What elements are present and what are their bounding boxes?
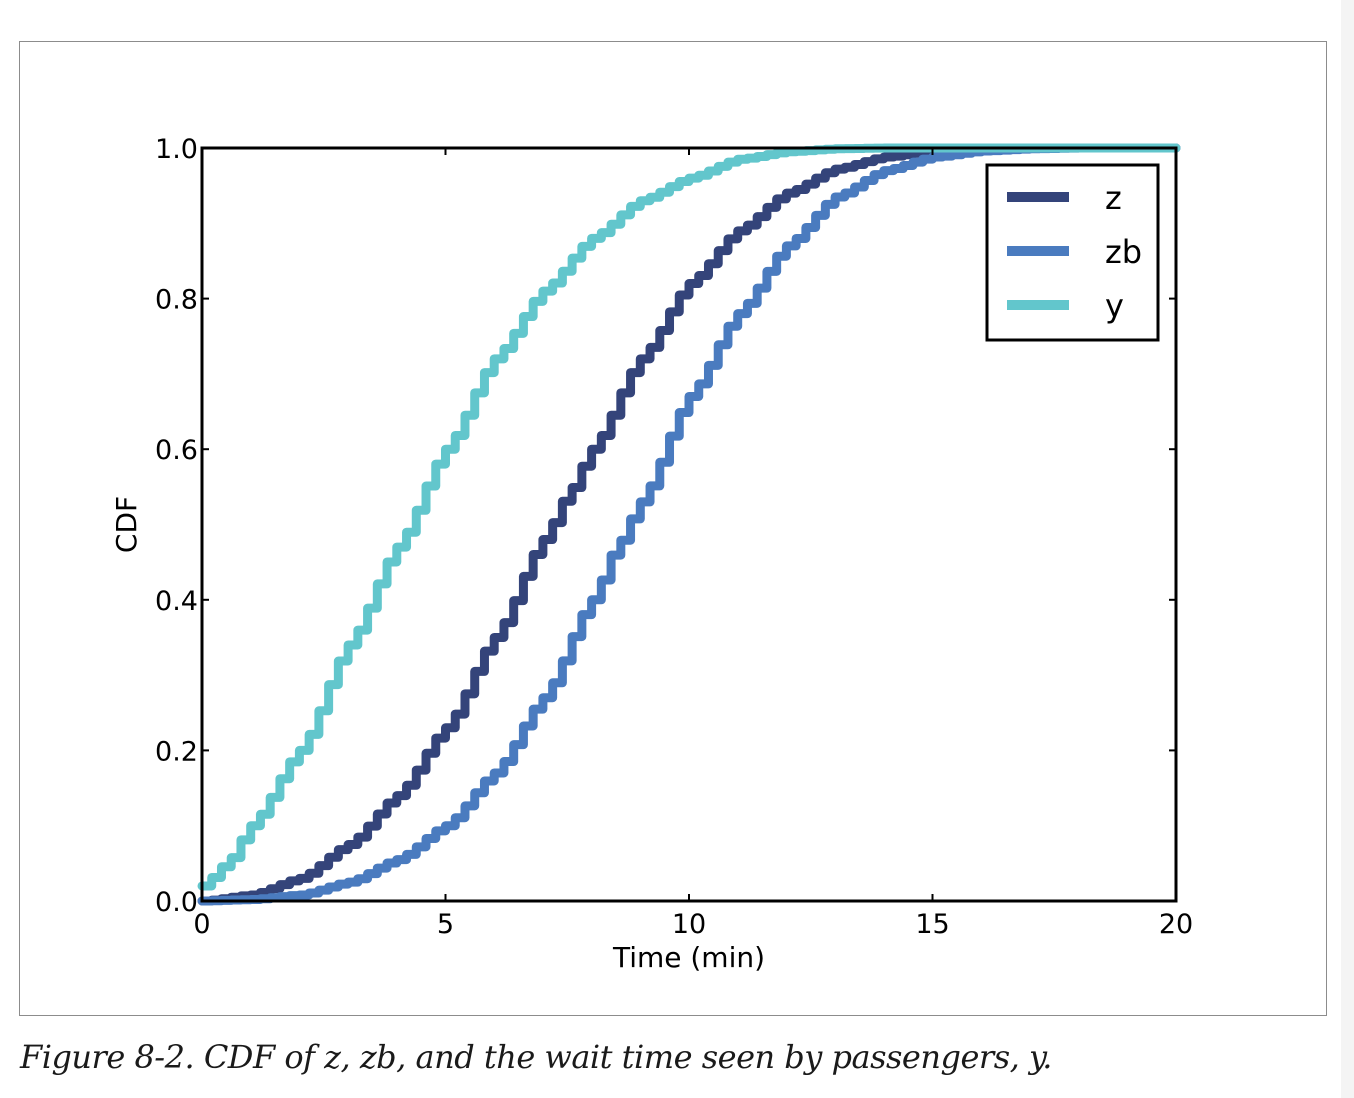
- y-tick-label: 0.6: [155, 435, 198, 466]
- x-tick-label: 10: [672, 909, 706, 940]
- y-tick-label: 0.2: [155, 736, 198, 767]
- y-tick-label: 0.8: [155, 285, 198, 316]
- legend-label-z: z: [1105, 179, 1122, 217]
- x-tick-label: 5: [437, 909, 454, 940]
- legend-label-y: y: [1105, 287, 1124, 325]
- y-axis-label: CDF: [110, 496, 143, 553]
- x-tick-label: 20: [1159, 909, 1193, 940]
- x-tick-label: 15: [915, 909, 949, 940]
- page-edge-strip: [1341, 0, 1354, 1098]
- y-tick-label: 0.0: [155, 887, 198, 918]
- y-tick-label: 0.4: [155, 586, 198, 617]
- y-tick-label: 1.0: [155, 134, 198, 165]
- x-tick-label: 0: [193, 909, 210, 940]
- tick-layer: 0 5 10 15 20 0.0 0.2 0.4 0.6 0.8 1.0: [155, 134, 1193, 940]
- x-axis-label: Time (min): [612, 941, 765, 974]
- legend: z zb y: [985, 163, 1160, 342]
- figure-caption: Figure 8-2. CDF of z, zb, and the wait t…: [20, 1038, 1052, 1076]
- legend-label-zb: zb: [1105, 233, 1142, 271]
